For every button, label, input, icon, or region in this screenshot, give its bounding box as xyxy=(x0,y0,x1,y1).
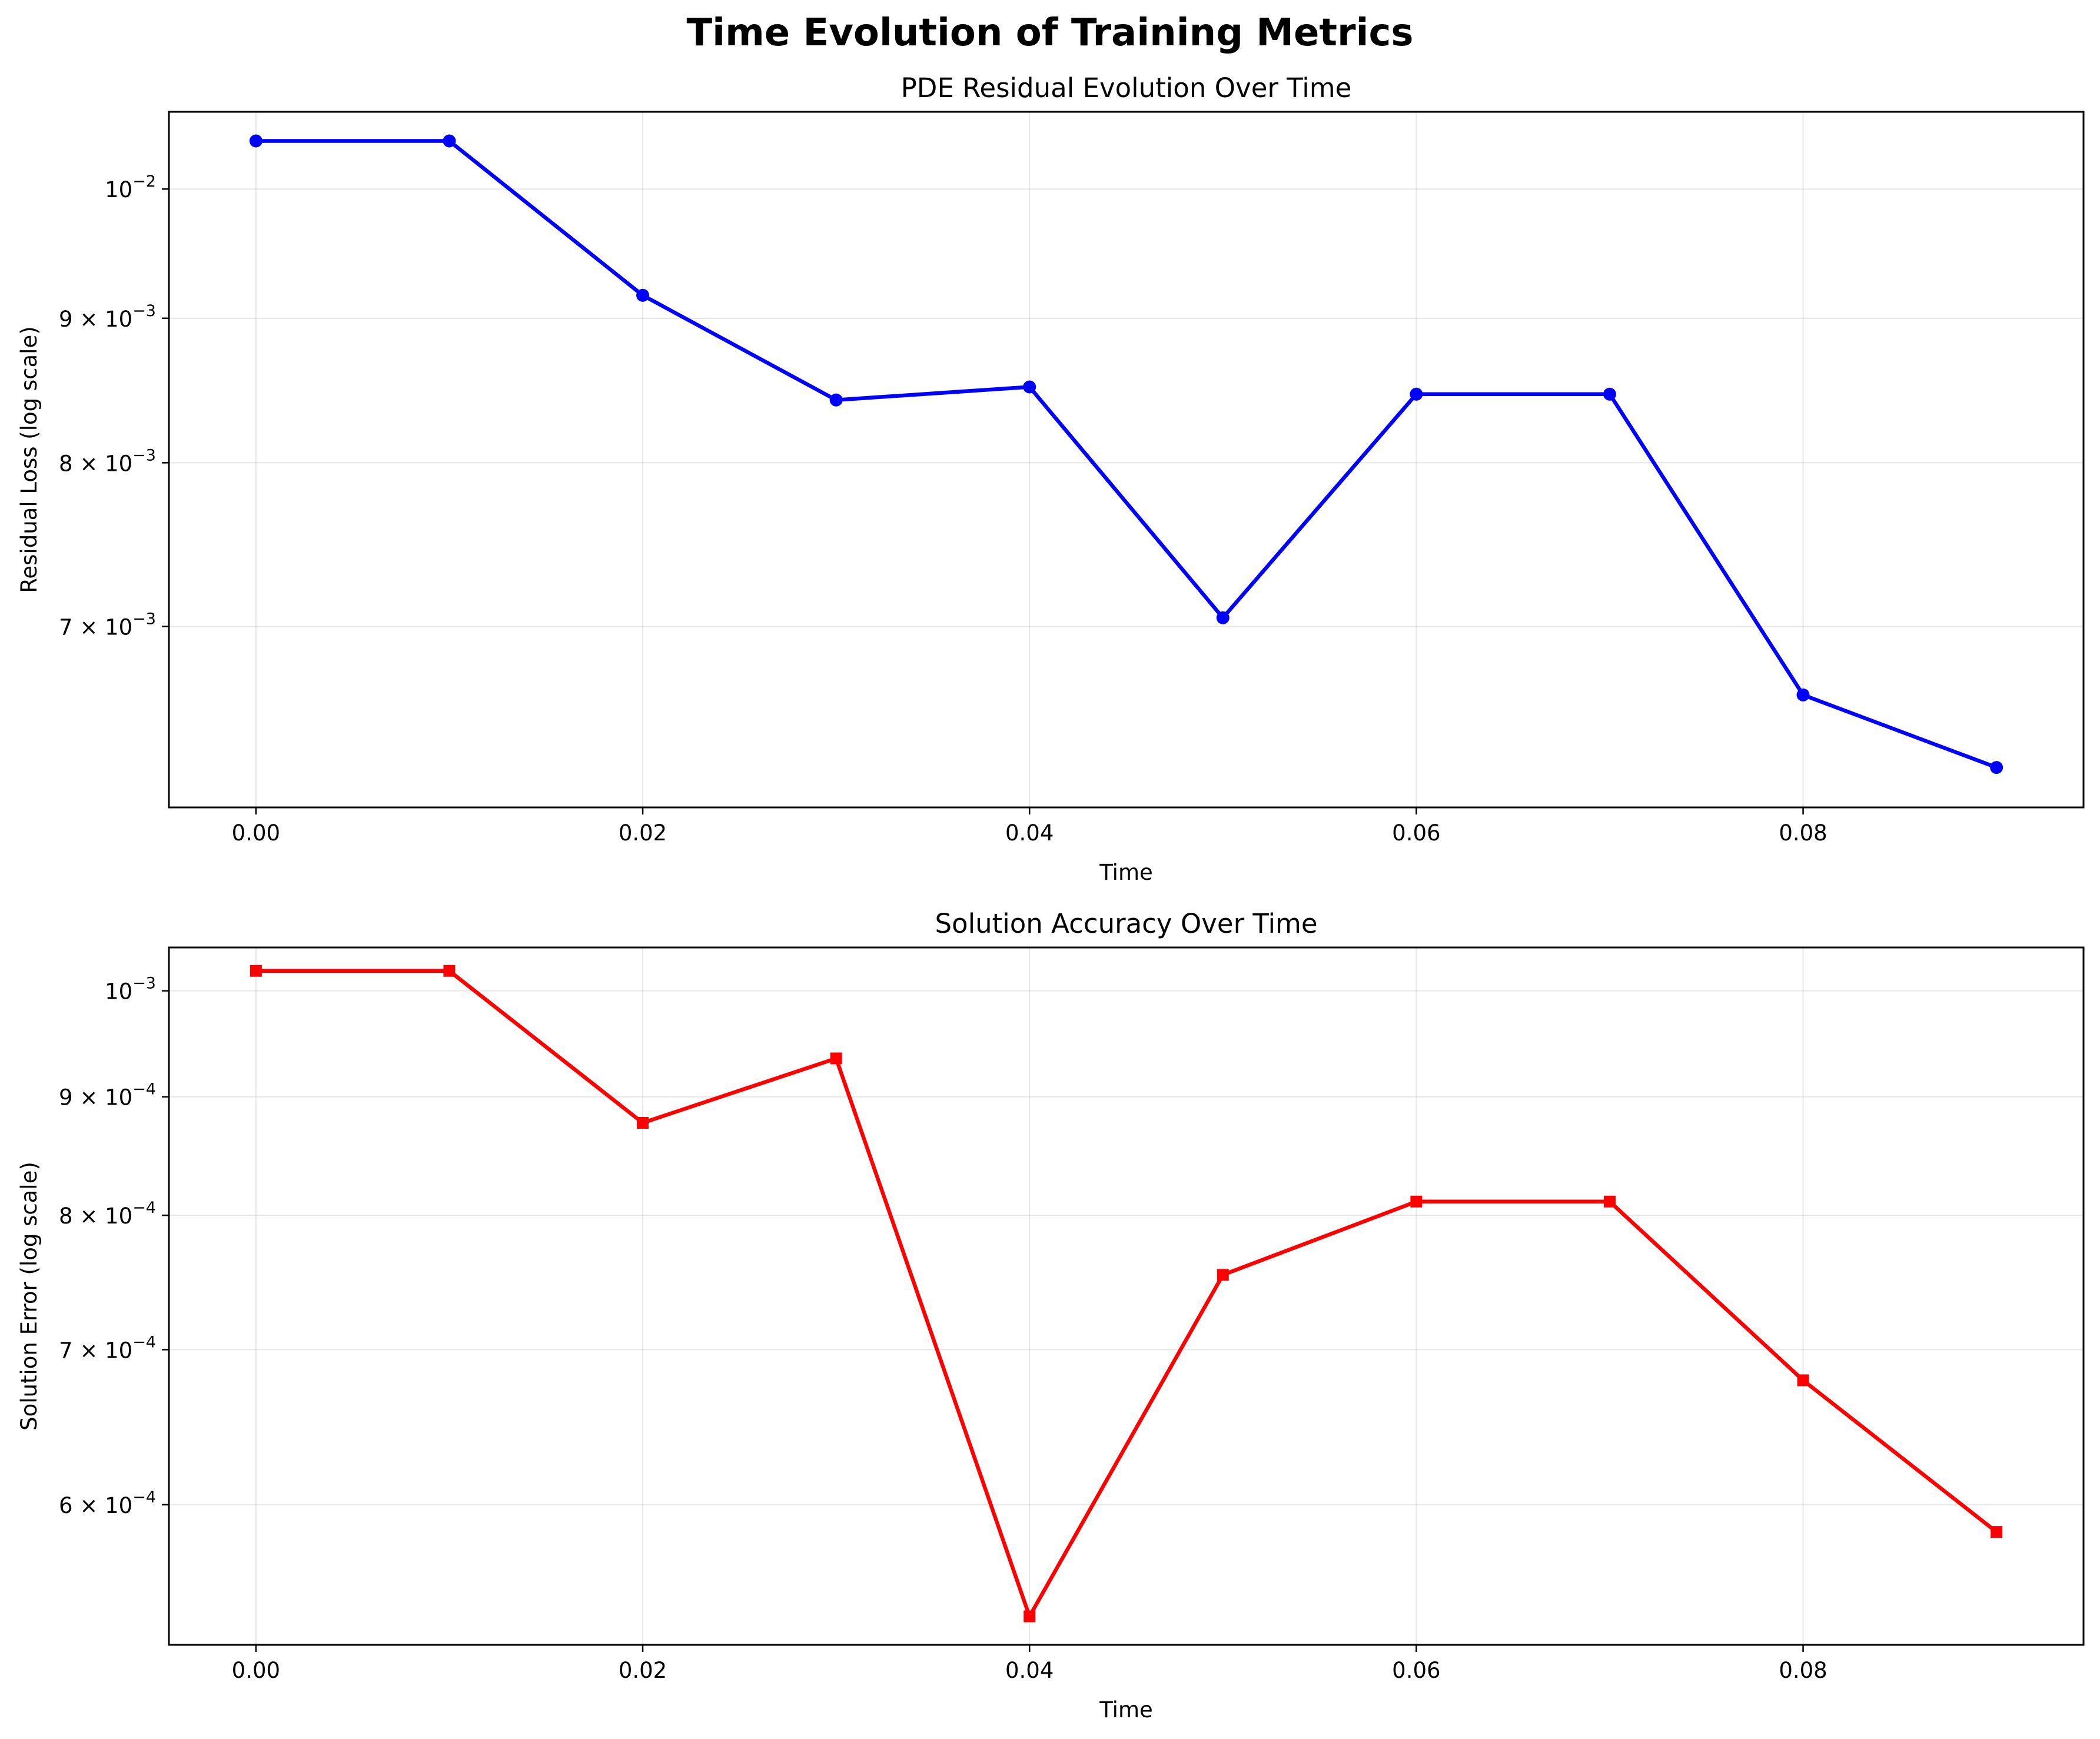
y-tick-label: 6 × 10−4 xyxy=(59,1488,156,1518)
x-tick-label: 0.06 xyxy=(1392,1658,1440,1683)
y-tick-label: 9 × 10−3 xyxy=(59,302,156,332)
y-tick-label: 8 × 10−3 xyxy=(59,446,156,476)
figure-title: Time Evolution of Training Metrics xyxy=(686,11,1414,55)
data-point xyxy=(1603,1195,1616,1208)
data-point xyxy=(1410,1195,1423,1208)
data-point xyxy=(829,393,843,407)
y-axis-label: Residual Loss (log scale) xyxy=(16,326,42,593)
x-tick-label: 0.02 xyxy=(619,820,667,846)
x-axis-label: Time xyxy=(1099,860,1153,885)
y-tick-label: 10−3 xyxy=(105,975,156,1005)
data-point xyxy=(1603,387,1616,401)
subplot-2: 0.00 0.02 0.04 0.06 0.08 10−3 9 × 10−4 8 × 10−4… xyxy=(16,908,2085,1723)
data-point xyxy=(637,1116,649,1129)
x-axis-label: Time xyxy=(1099,1697,1153,1723)
x-tick-label: 0.08 xyxy=(1779,820,1827,846)
data-point xyxy=(1024,1610,1036,1622)
data-point xyxy=(249,134,262,148)
data-point xyxy=(1216,611,1230,624)
data-point xyxy=(1990,761,2003,774)
subplot-title: PDE Residual Evolution Over Time xyxy=(901,72,1352,104)
data-point xyxy=(443,134,456,148)
data-point xyxy=(1410,387,1423,401)
plot-frame xyxy=(168,946,2085,1646)
x-tick-label: 0.04 xyxy=(1005,820,1054,846)
data-point xyxy=(1023,380,1036,394)
x-tick-label: 0.06 xyxy=(1392,820,1440,846)
data-point xyxy=(1991,1526,2003,1538)
x-tick-label: 0.02 xyxy=(619,1658,667,1683)
subplot-title: Solution Accuracy Over Time xyxy=(935,908,1317,939)
data-point xyxy=(250,965,262,977)
plot-frame xyxy=(168,111,2085,809)
data-point xyxy=(1797,1374,1809,1386)
data-point xyxy=(1796,688,1810,701)
x-tick-label: 0.08 xyxy=(1779,1658,1827,1683)
y-tick-label: 9 × 10−4 xyxy=(59,1080,156,1110)
y-axis-label: Solution Error (log scale) xyxy=(16,1162,42,1431)
x-tick-label: 0.00 xyxy=(232,1658,280,1683)
y-tick-label: 10−2 xyxy=(105,172,156,202)
y-tick-label: 7 × 10−3 xyxy=(59,610,156,640)
x-tick-label: 0.00 xyxy=(232,820,280,846)
subplot-1: 0.00 0.02 0.04 0.06 0.08 10−2 9 × 10−3 8 × 10−3… xyxy=(16,72,2085,885)
series-line xyxy=(255,139,1998,770)
y-tick-label: 7 × 10−4 xyxy=(59,1333,156,1363)
data-point xyxy=(1217,1269,1229,1281)
data-point xyxy=(636,288,650,302)
data-point xyxy=(443,965,456,977)
x-tick-label: 0.04 xyxy=(1005,1658,1054,1683)
y-tick-label: 8 × 10−4 xyxy=(59,1199,156,1229)
series-line xyxy=(255,969,1998,1618)
data-point xyxy=(830,1052,842,1065)
